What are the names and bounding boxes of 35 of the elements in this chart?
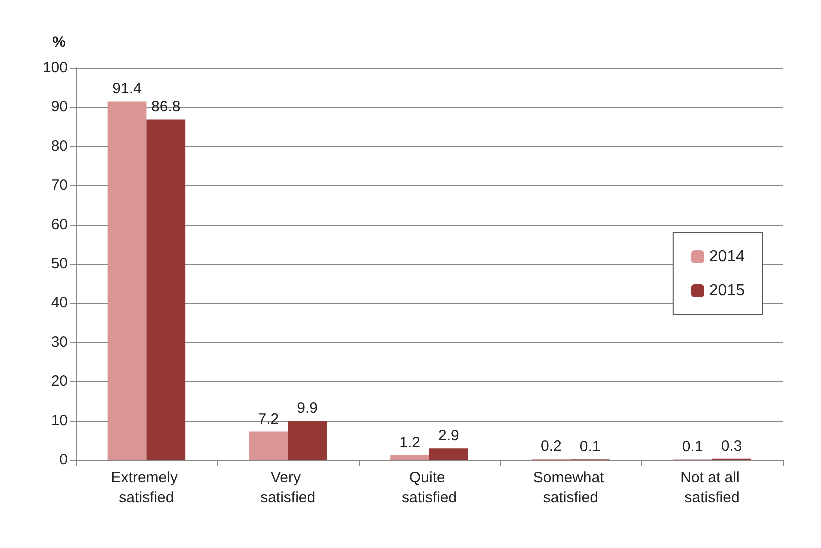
y-tick-label: 0	[60, 452, 68, 468]
data-label: 86.8	[152, 98, 181, 116]
y-tick-label: 60	[51, 216, 68, 234]
bar	[108, 102, 147, 460]
y-tick-label: 20	[51, 373, 68, 390]
x-tick-label: Quite satisfied	[402, 470, 458, 506]
data-label: 91.4	[112, 80, 142, 98]
legend-label: 2015	[709, 282, 746, 300]
data-label: 1.2	[400, 434, 420, 452]
y-tick-label: 10	[51, 412, 68, 430]
y-tick-label: 30	[51, 334, 68, 351]
bar	[390, 455, 430, 460]
bar	[288, 421, 327, 460]
bar	[249, 432, 288, 460]
data-label: 2.9	[438, 428, 460, 445]
y-axis-title: %	[52, 34, 66, 51]
data-label: 0.1	[682, 438, 704, 456]
bar	[430, 448, 468, 460]
data-label: 9.9	[297, 400, 318, 418]
data-label: 0.2	[541, 438, 562, 456]
x-tick-label: Very satisfied	[260, 470, 316, 506]
y-tick-label: 90	[51, 98, 68, 116]
data-label: 0.3	[721, 438, 742, 455]
legend-label: 2014	[709, 248, 746, 266]
y-tick-label: 80	[51, 138, 68, 155]
x-tick-label: Somewhat satisfied	[533, 470, 608, 506]
y-tick-label: 70	[51, 177, 68, 194]
data-label: 0.1	[580, 438, 601, 456]
y-tick-label: 40	[51, 294, 68, 312]
data-label: 7.2	[258, 410, 280, 428]
bar	[146, 120, 186, 460]
y-tick-label: 50	[51, 256, 68, 272]
x-tick-label: Extremely satisfied	[111, 470, 182, 506]
y-tick-label: 100	[42, 60, 68, 76]
x-tick-label: Not at all satisfied	[680, 470, 744, 506]
